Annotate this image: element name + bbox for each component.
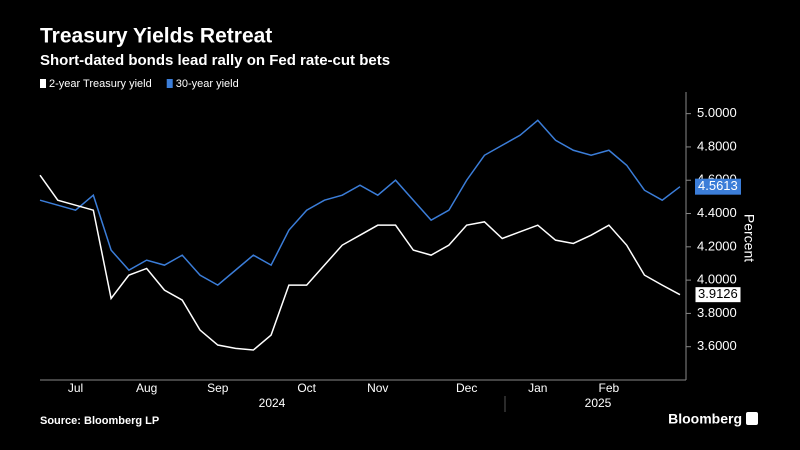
- source: Source: Bloomberg LP: [40, 415, 159, 427]
- end-value-label: 3.9126: [698, 286, 738, 301]
- y-tick-label: 4.8000: [697, 138, 737, 153]
- series-line: [39, 119, 681, 287]
- x-tick-label: Jan: [528, 381, 547, 395]
- series-line: [39, 174, 681, 351]
- chart-subtitle: Short-dated bonds lead rally on Fed rate…: [40, 52, 390, 69]
- end-value-label: 4.5613: [698, 178, 738, 193]
- y-tick-label: 5.0000: [697, 105, 737, 120]
- x-tick-label: Oct: [297, 381, 316, 395]
- legend-label: 30-year yield: [176, 78, 239, 90]
- end-label-box: [695, 178, 741, 195]
- y-tick-label: 4.2000: [697, 238, 737, 253]
- y-tick-label: 4.4000: [697, 205, 737, 220]
- end-label-box: [694, 286, 742, 304]
- x-tick-label: Nov: [367, 381, 388, 395]
- y-tick-label: 3.8000: [697, 305, 737, 320]
- x-tick-label: Feb: [599, 381, 620, 395]
- y-axis-label: Percent: [741, 214, 757, 262]
- brand: Bloomberg: [668, 411, 742, 427]
- chart-title: Treasury Yields Retreat: [40, 25, 272, 48]
- x-tick-label: Jul: [68, 381, 83, 395]
- y-tick-label: 4.0000: [697, 272, 737, 287]
- x-tick-label: Sep: [207, 381, 229, 395]
- x-tick-label: Aug: [136, 381, 157, 395]
- legend-swatch: [166, 79, 173, 88]
- legend-label: 2-year Treasury yield: [49, 78, 152, 90]
- year-label: 2024: [259, 396, 286, 410]
- y-tick-label: 3.6000: [697, 338, 737, 353]
- legend-swatch: [40, 79, 46, 88]
- brand-icon: [746, 412, 758, 425]
- year-label: 2025: [585, 396, 612, 410]
- x-tick-label: Dec: [456, 381, 477, 395]
